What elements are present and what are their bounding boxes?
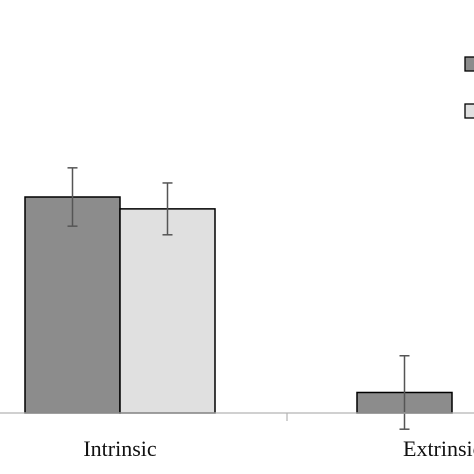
bar-intrinsic-series-2 xyxy=(119,208,216,414)
error-bars-layer xyxy=(67,167,410,430)
legend-swatch-series-1 xyxy=(464,56,474,72)
x-tick-label-extrinsic: Extrinsic xyxy=(403,436,474,461)
bars-layer xyxy=(24,196,453,414)
bar-intrinsic-series-1 xyxy=(24,196,121,414)
x-tick-label-intrinsic: Intrinsic xyxy=(83,436,157,461)
legend-swatch-series-2 xyxy=(464,103,474,119)
legend xyxy=(464,56,474,119)
